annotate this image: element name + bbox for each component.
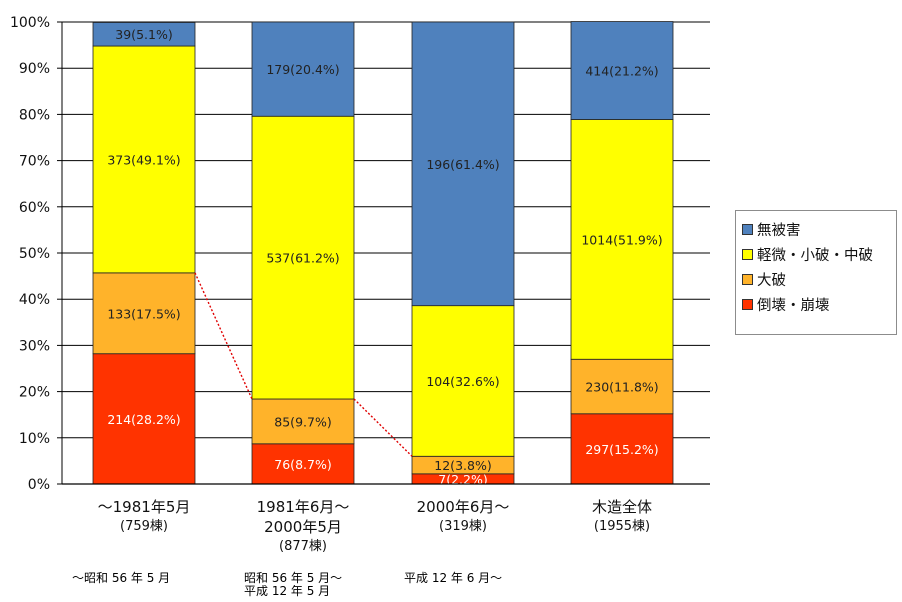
legend-swatch	[742, 274, 753, 285]
x-tick-label: (319棟)	[439, 519, 487, 534]
y-tick-label: 30%	[19, 338, 50, 354]
y-tick-label: 0%	[28, 477, 50, 493]
legend-swatch	[742, 249, 753, 260]
x-tick-label: 1981年6月〜	[257, 498, 350, 516]
data-label: 537(61.2%)	[266, 251, 339, 266]
bar-segment	[92, 272, 196, 355]
x-tick-label: 2000年5月	[264, 518, 342, 536]
y-tick-label: 60%	[19, 200, 50, 216]
y-tick-label: 80%	[19, 107, 50, 123]
data-label: 39(5.1%)	[115, 27, 172, 42]
data-label: 1014(51.9%)	[581, 232, 662, 247]
x-tick-label: 〜1981年5月	[98, 498, 191, 516]
data-label: 133(17.5%)	[107, 306, 180, 321]
bar-segment	[251, 115, 355, 400]
bar-segment	[570, 119, 674, 360]
legend-swatch	[742, 224, 753, 235]
data-labels: 214(28.2%) 133(17.5%) 373(49.1%) 39(5.1%) 76…	[107, 27, 662, 487]
data-label: 104(32.6%)	[426, 374, 499, 389]
data-label: 414(21.2%)	[585, 64, 658, 79]
bar-segment	[251, 398, 355, 445]
trend-segment	[194, 272, 253, 400]
bar-segment	[570, 21, 674, 120]
bar-segment	[92, 45, 196, 274]
data-label: 179(20.4%)	[266, 62, 339, 77]
data-label: 12(3.8%)	[434, 458, 491, 473]
data-label: 85(9.7%)	[274, 414, 331, 429]
x-tick-label: 2000年6月〜	[417, 498, 510, 516]
y-tick-label: 50%	[19, 246, 50, 262]
data-label: 230(11.8%)	[585, 380, 658, 395]
era-label-2a: 昭和 56 年 5 月〜	[244, 571, 343, 585]
y-tick-label: 90%	[19, 61, 50, 77]
axes: 0% 10% 20% 30% 40% 50% 60% 70% 80% 90% 100% 〜1981年5…	[10, 15, 710, 554]
data-label: 7(2.2%)	[438, 472, 487, 487]
bars	[92, 21, 674, 485]
bar-segment	[411, 305, 515, 457]
bar-segment	[251, 21, 355, 117]
data-label: 373(49.1%)	[107, 152, 180, 167]
trend-line	[194, 272, 413, 457]
bar-segment	[92, 22, 196, 47]
data-label: 214(28.2%)	[107, 412, 180, 427]
era-label-2b: 平成 12 年 5 月	[244, 585, 331, 598]
y-tick-label: 40%	[19, 292, 50, 308]
legend-item: 大破	[742, 267, 896, 292]
x-tick-label: (877棟)	[279, 539, 327, 554]
y-tick-label: 10%	[19, 431, 50, 447]
era-label-1: 〜昭和 56 年 5 月	[72, 571, 171, 585]
data-label: 297(15.2%)	[585, 442, 658, 457]
bar-segment	[570, 358, 674, 415]
legend-item: 無被害	[742, 217, 896, 242]
legend-item: 倒壊・崩壊	[742, 292, 896, 317]
legend-item: 軽微・小破・中破	[742, 242, 896, 267]
x-tick-label: (759棟)	[120, 519, 168, 534]
bar-segment	[411, 21, 515, 307]
x-tick-label: (1955棟)	[594, 519, 650, 534]
legend-swatch	[742, 299, 753, 310]
x-tick-label: 木造全体	[592, 498, 652, 516]
legend-label: 無被害	[757, 223, 801, 239]
data-label: 196(61.4%)	[426, 157, 499, 172]
legend-label: 大破	[757, 273, 786, 289]
legend-label: 軽微・小破・中破	[757, 248, 873, 264]
y-tick-label: 100%	[10, 15, 50, 31]
bar-segment	[570, 413, 674, 485]
data-label: 76(8.7%)	[274, 457, 331, 472]
legend: 無被害軽微・小破・中破 大破倒壊・崩壊	[735, 210, 897, 335]
legend-label: 倒壊・崩壊	[757, 298, 830, 314]
era-label-3: 平成 12 年 6 月〜	[404, 571, 503, 585]
trend-segment	[353, 398, 413, 457]
y-tick-label: 20%	[19, 385, 50, 401]
y-tick-label: 70%	[19, 154, 50, 170]
